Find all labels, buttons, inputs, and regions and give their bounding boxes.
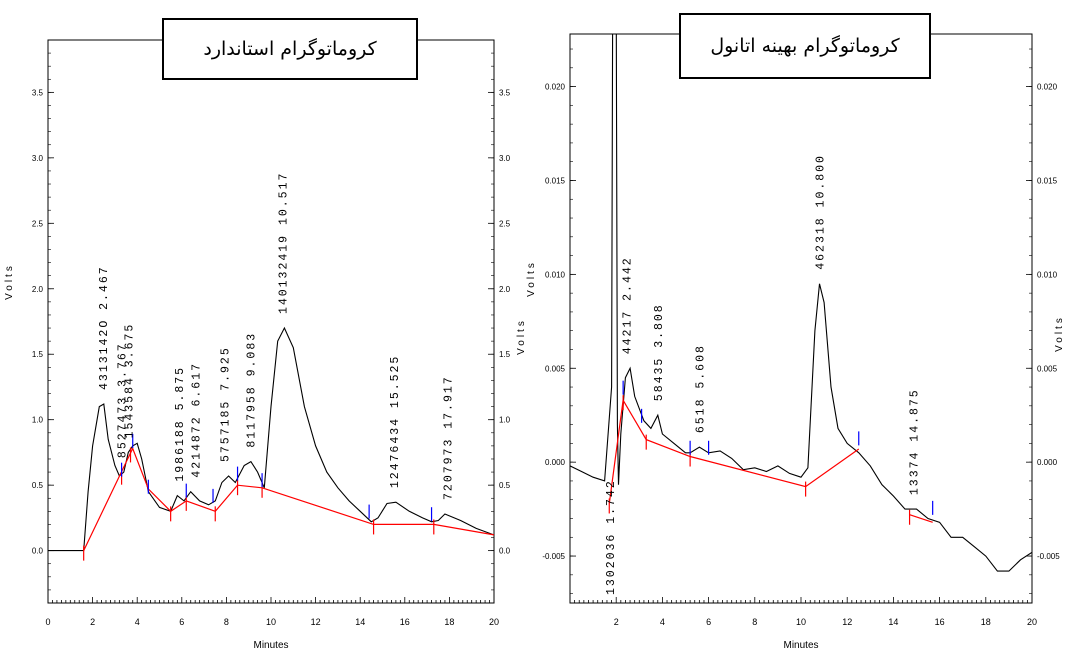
x-tick-label: 8 <box>224 617 229 627</box>
x-tick-label: 18 <box>981 617 991 627</box>
y-tick-label-right: 3.5 <box>499 88 511 97</box>
chart-0: 0 2 4 6 8 10 12 14 16 18 20 Minutes 0.0 0.0 0.5 0.5 1.0 1… <box>4 39 527 651</box>
integration-baseline <box>909 514 933 523</box>
y-axis-label-left: Volts <box>4 263 15 300</box>
x-tick-label: 20 <box>1027 617 1037 627</box>
x-tick-label: 10 <box>796 617 806 627</box>
y-tick-label-left: 2.5 <box>32 219 44 228</box>
chromatogram-trace <box>570 34 1032 572</box>
y-axis-label-left: Volts <box>526 260 537 297</box>
peak-label: 7207973 17.917 <box>443 375 456 500</box>
y-tick-label-right: 0.015 <box>1037 176 1058 185</box>
x-tick-label: 0 <box>45 617 50 627</box>
integration-baseline <box>608 398 860 504</box>
x-tick-label: 12 <box>842 617 852 627</box>
y-tick-label-right: 0.0 <box>499 547 511 556</box>
chart-1: 2 4 6 8 10 12 14 16 18 20 Minutes -0.005 -0.005 0.000… <box>526 33 1065 651</box>
x-tick-label: 2 <box>90 617 95 627</box>
y-tick-label-right: 0.005 <box>1037 364 1058 373</box>
x-axis-label: Minutes <box>253 640 288 651</box>
peak-label: 58435 3.808 <box>653 303 666 401</box>
y-tick-label-right: 0.020 <box>1037 83 1058 92</box>
y-tick-label-right: 2.0 <box>499 285 511 294</box>
y-tick-label-right: -0.005 <box>1037 552 1060 561</box>
x-tick-label: 6 <box>179 617 184 627</box>
x-tick-label: 2 <box>614 617 619 627</box>
x-tick-label: 18 <box>444 617 454 627</box>
y-tick-label-left: 0.010 <box>545 270 566 279</box>
integration-baseline <box>83 446 495 551</box>
peak-label: 6518 5.608 <box>695 344 708 433</box>
y-tick-label-left: 3.0 <box>32 154 44 163</box>
peak-label: 8527473 3.767 <box>117 342 130 458</box>
y-tick-label-left: 0.0 <box>32 547 44 556</box>
y-tick-label-right: 2.5 <box>499 219 511 228</box>
y-tick-label-left: -0.005 <box>542 552 565 561</box>
y-axis-label-right: Volts <box>1054 315 1065 352</box>
x-tick-label: 4 <box>135 617 140 627</box>
x-tick-label: 16 <box>935 617 945 627</box>
chart-title-ethanol: کروماتوگرام بهینه اتانول <box>679 13 931 79</box>
y-tick-label-right: 0.010 <box>1037 270 1058 279</box>
y-tick-label-left: 0.005 <box>545 364 566 373</box>
peak-label: 5757185 7.925 <box>220 346 233 462</box>
x-tick-label: 12 <box>311 617 321 627</box>
x-tick-label: 8 <box>752 617 757 627</box>
y-tick-label-left: 2.0 <box>32 285 44 294</box>
plot-frame <box>569 33 1033 604</box>
peak-label: 12476434 15.525 <box>389 355 402 489</box>
x-tick-label: 4 <box>660 617 665 627</box>
y-axis-label-right: Volts <box>516 318 527 355</box>
peak-label: 44217 2.442 <box>621 256 634 354</box>
peak-label: 4313142O 2.467 <box>98 265 111 390</box>
peak-label: 13374 14.875 <box>909 388 922 495</box>
y-tick-label-right: 0.000 <box>1037 458 1058 467</box>
x-tick-label: 16 <box>400 617 410 627</box>
y-tick-label-left: 0.5 <box>32 481 44 490</box>
chromatogram-trace <box>48 326 494 552</box>
y-tick-label-right: 0.5 <box>499 481 511 490</box>
x-axis-label: Minutes <box>783 640 818 651</box>
x-tick-label: 6 <box>706 617 711 627</box>
x-tick-label: 20 <box>489 617 499 627</box>
y-tick-label-left: 1.5 <box>32 350 44 359</box>
peak-label: 1986188 5.875 <box>174 366 187 482</box>
chart-title-standard: کروماتوگرام استاندارد <box>162 18 418 80</box>
y-tick-label-left: 0.015 <box>545 176 566 185</box>
y-tick-label-right: 1.0 <box>499 416 511 425</box>
peak-label: 140132419 10.517 <box>278 172 291 314</box>
peak-label: 4214872 6.617 <box>191 362 204 478</box>
y-tick-label-left: 3.5 <box>32 88 44 97</box>
peak-label: 462318 10.800 <box>814 154 827 270</box>
peak-label: 1302036 1.742 <box>605 479 618 595</box>
y-tick-label-left: 0.000 <box>545 458 566 467</box>
y-tick-label-right: 1.5 <box>499 350 511 359</box>
peak-label: 1543584 3.675 <box>123 323 136 439</box>
y-tick-label-left: 0.020 <box>545 83 566 92</box>
peak-label: 8117958 9.083 <box>246 332 259 448</box>
x-tick-label: 10 <box>266 617 276 627</box>
x-tick-label: 14 <box>888 617 898 627</box>
y-tick-label-right: 3.0 <box>499 154 511 163</box>
x-tick-label: 14 <box>355 617 365 627</box>
y-tick-label-left: 1.0 <box>32 416 44 425</box>
plot-frame <box>47 39 495 604</box>
